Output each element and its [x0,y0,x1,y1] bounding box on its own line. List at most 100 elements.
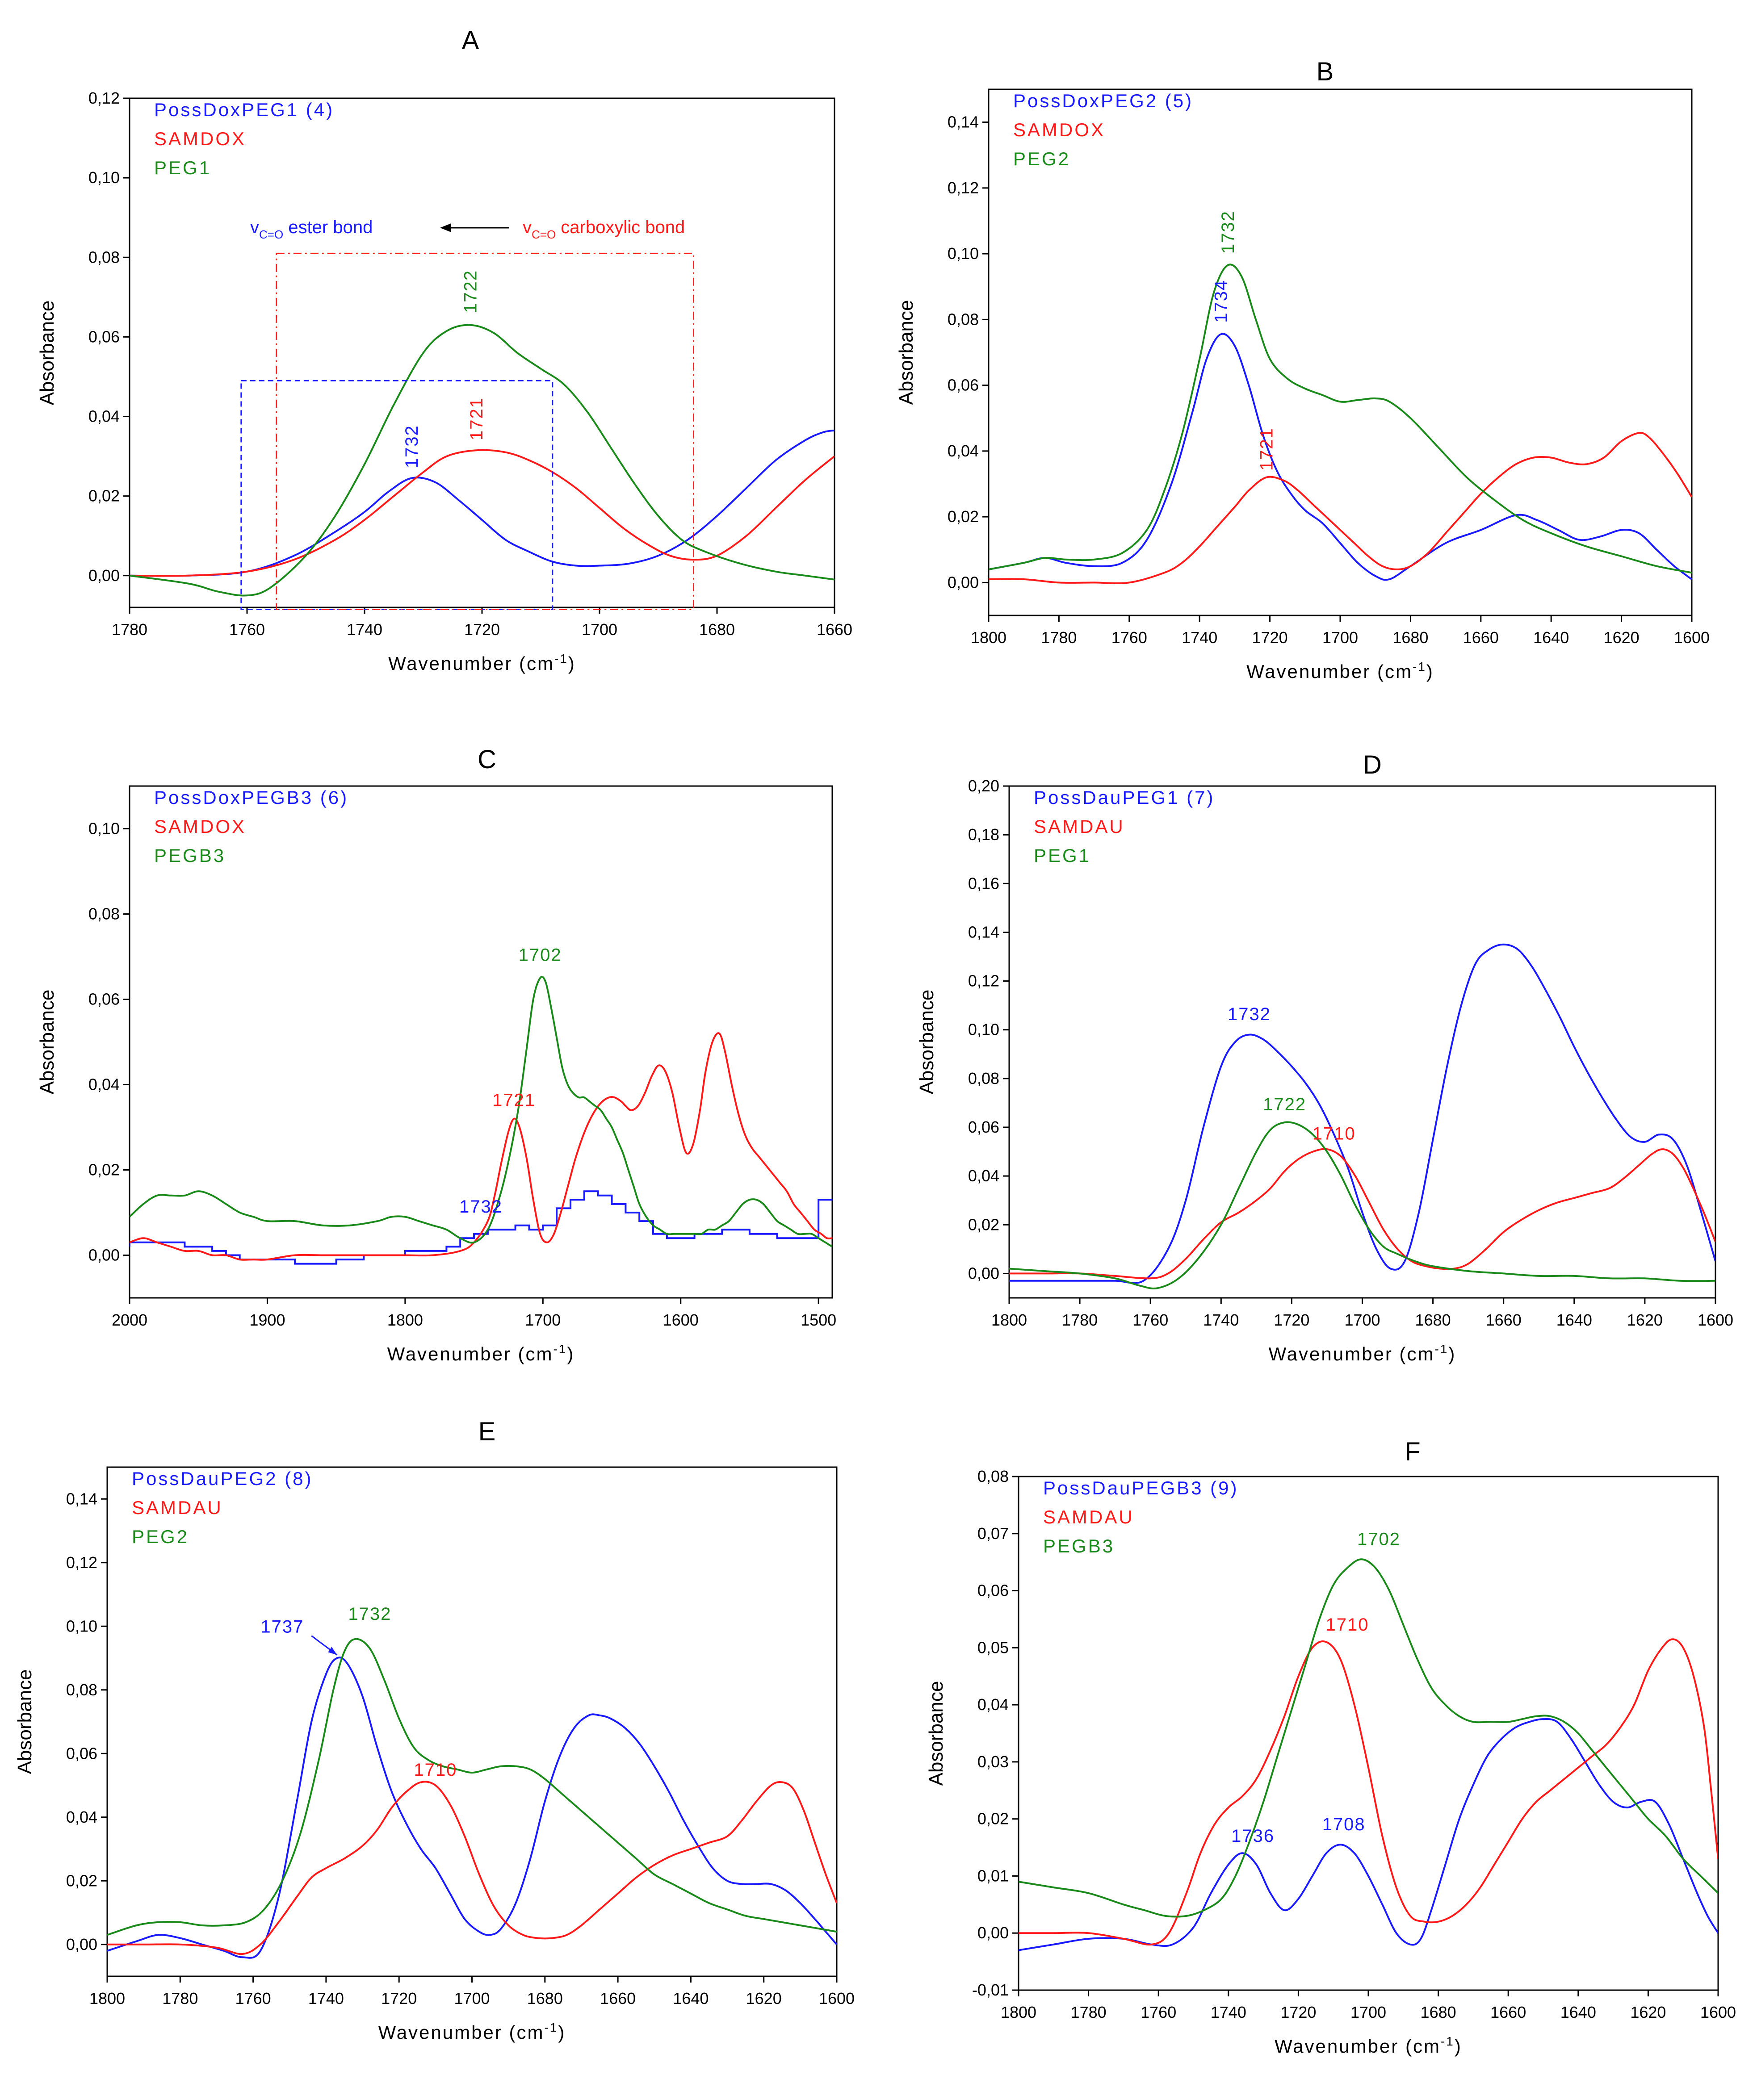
panel-e: E 1800 1780 1760 1740 1720 1700 1680 1660 1640 162… [14,1417,855,2043]
panel-e-series-red [107,1781,837,1955]
panel-b-ytick-label: 0,08 [948,310,979,328]
panel-d-ytick-label: 0,20 [968,777,999,795]
panel-a-ytick-label: 0,06 [88,327,120,346]
panel-a-title: A [462,26,479,55]
panel-c-ytick-label: 0,08 [88,905,120,923]
panel-c-ytick-label: 0,06 [88,990,120,1008]
panel-b: B 1800 1780 1760 1740 1720 1700 1680 1660 1640 162… [895,57,1710,682]
panel-c-ylabel: Absorbance [36,990,58,1095]
panel-e-ylabel: Absorbance [14,1669,36,1774]
panel-f-legend-red: SAMDAU [1043,1506,1134,1527]
panel-f-ytick-label: 0,07 [977,1524,1009,1543]
panel-a-xtick-label: 1740 [347,620,382,639]
panel-a-box-blue [240,380,554,610]
panel-c-ytick-label: 0,02 [88,1161,120,1179]
panel-a-ytick-label: 0,00 [88,566,120,585]
panel-a-legend-green: PEG1 [154,157,211,178]
panel-e-ytick-label: 0,02 [66,1871,97,1890]
panel-d-ytick-label: 0,06 [968,1118,999,1136]
panel-d-series-green [1009,1121,1715,1289]
panel-a-xtick-label: 1660 [817,620,852,639]
panel-d-ytick-label: 0,02 [968,1215,999,1234]
panel-b-ytick-label: 0,12 [948,179,979,197]
panel-b-peak-label: 1732 [1218,210,1238,254]
panel-e-peak-label: 1737 [260,1617,304,1637]
panel-d-xtick-label: 1720 [1274,1311,1309,1329]
panel-e-xtick-label: 1660 [600,1989,636,2008]
panel-b-ytick-label: 0,14 [948,113,979,131]
panel-c-xtick-label: 1500 [801,1311,836,1329]
panel-c-ytick-label: 0,00 [88,1246,120,1264]
panel-b-ylabel: Absorbance [895,300,917,405]
panel-f-xtick-label: 1740 [1211,2003,1246,2021]
panel-b-ytick-label: 0,06 [948,376,979,394]
panel-e-title: E [478,1417,496,1446]
panel-a-series-green [130,324,834,597]
panel-d-series-blue [1009,943,1715,1284]
panel-c-peak-label: 1702 [519,945,562,965]
panel-d-ytick-label: 0,00 [968,1264,999,1282]
panel-b-xtick-label: 1640 [1533,628,1569,647]
panel-f-ytick-label: 0,04 [977,1695,1009,1714]
panel-b-frame [988,88,1693,616]
panel-b-xtick-label: 1720 [1252,628,1288,647]
panel-c-legend-green: PEGB3 [154,845,226,866]
panel-f-title: F [1405,1437,1420,1466]
panel-e-series-blue [107,1657,837,1959]
panel-a-box-red [276,252,694,610]
panel-f-ytick-label: 0,05 [977,1638,1009,1657]
panel-a-peak-label: 1732 [402,425,422,468]
panel-a-xtick-label: 1760 [229,620,265,639]
panel-a-frame [129,97,835,608]
panel-f-ytick-label: -0,01 [972,1981,1009,1999]
panel-c-xtick-label: 1900 [249,1311,285,1329]
panel-f-peak-label: 1736 [1231,1826,1275,1846]
panel-c-xtick-label: 2000 [112,1311,147,1329]
panel-f-ytick-label: 0,01 [977,1866,1009,1885]
panel-f-peak-label: 1702 [1357,1529,1401,1549]
panel-f-xtick-label: 1720 [1280,2003,1316,2021]
panel-e-xtick-label: 1700 [454,1989,490,2008]
panel-d-legend-red: SAMDAU [1034,816,1125,837]
panel-e-xlabel: Wavenumber (cm-1) [378,2021,566,2043]
panel-f-xlabel: Wavenumber (cm-1) [1275,2034,1462,2057]
panel-a-ylabel: Absorbance [36,301,58,406]
panel-a-peak-label: 1721 [467,397,486,440]
panel-b-series-red [989,432,1692,585]
panel-a-series-red [130,449,834,577]
panel-f-xtick-label: 1760 [1141,2003,1176,2021]
panel-f-xtick-label: 1600 [1700,2003,1736,2021]
panel-a-ytick-label: 0,12 [88,89,120,107]
panel-e-ytick-label: 0,06 [66,1744,97,1762]
panel-d-xtick-label: 1800 [991,1311,1027,1329]
panel-d-peak-label: 1710 [1313,1124,1356,1143]
panel-f-peak-label: 1708 [1322,1815,1366,1834]
panel-e-series-green [107,1638,837,1936]
panel-d-ylabel: Absorbance [916,990,938,1095]
panel-d-ytick-label: 0,14 [968,923,999,941]
panel-d-frame [1008,785,1716,1299]
panel-c-xlabel: Wavenumber (cm-1) [387,1342,575,1364]
panel-b-xtick-label: 1700 [1322,628,1358,647]
panel-a-xlabel: Wavenumber (cm-1) [388,652,576,674]
panel-f-series-blue [1019,1718,1718,1951]
panel-c-peak-label: 1732 [459,1197,503,1217]
panel-a-ytick-label: 0,04 [88,407,120,426]
panel-d-ytick-label: 0,12 [968,972,999,990]
panel-f-ytick-label: 0,02 [977,1810,1009,1828]
panel-d-xtick-label: 1680 [1415,1311,1451,1329]
panel-a-peak-label: 1722 [461,270,481,313]
panel-c-ytick-label: 0,04 [88,1075,120,1094]
panel-c-frame [129,785,833,1299]
panel-b-ytick-label: 0,00 [948,573,979,591]
panel-f-ylabel: Absorbance [925,1681,947,1786]
panel-c-legend-blue: PossDoxPEGB3 (6) [154,787,348,808]
panel-f-ytick-label: 0,08 [977,1467,1009,1485]
panel-f-xtick-label: 1800 [1001,2003,1036,2021]
panel-d-xtick-label: 1660 [1486,1311,1522,1329]
panel-a-legend-red: SAMDOX [154,128,246,149]
panel-e-peak-label: 1710 [414,1760,457,1780]
panel-a-legend-blue: PossDoxPEG1 (4) [154,99,334,120]
panel-d-xtick-label: 1700 [1344,1311,1380,1329]
